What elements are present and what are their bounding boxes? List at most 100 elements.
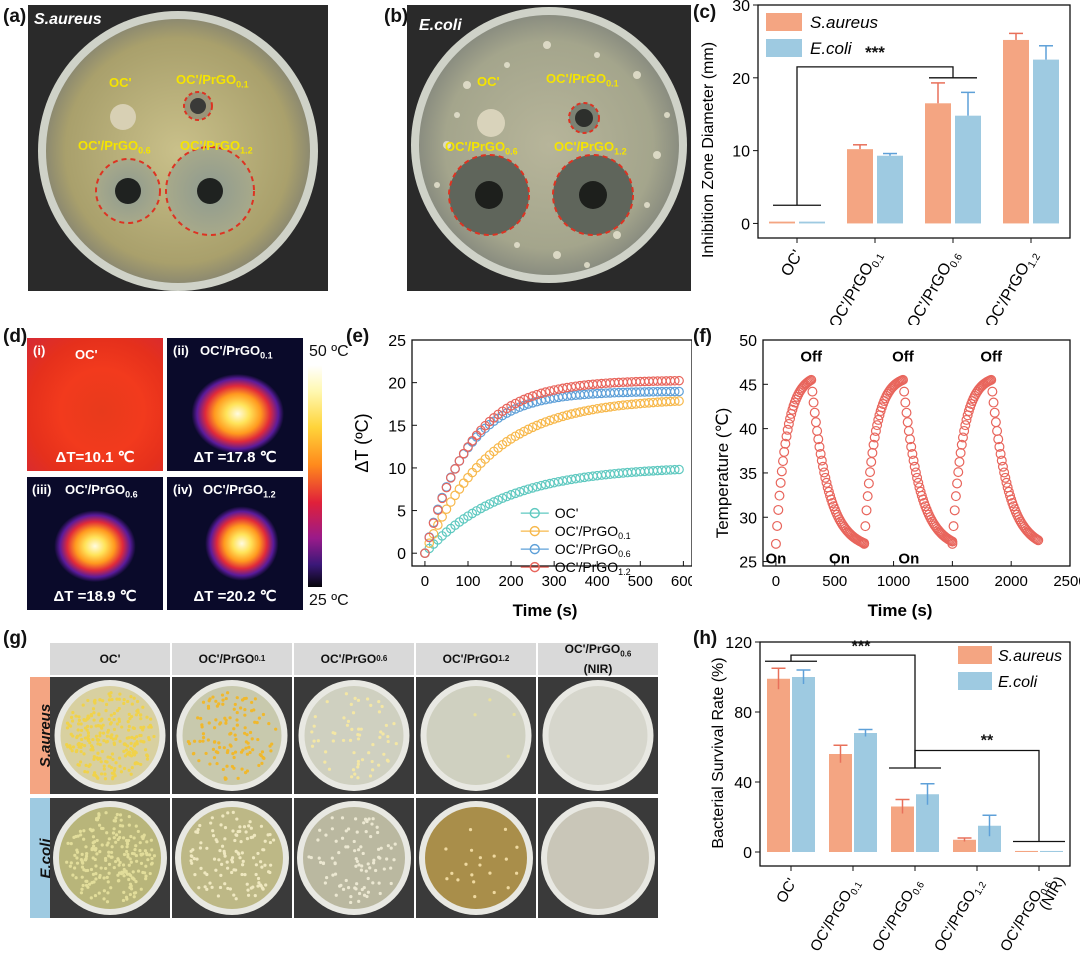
colony: [112, 741, 116, 745]
colony: [211, 747, 216, 751]
plate-0-4: [538, 677, 658, 794]
point-f: [1033, 535, 1044, 546]
colony: [80, 737, 84, 742]
point-e: [674, 386, 684, 397]
point-f: [819, 467, 830, 478]
thermal-name-ii: OC'/PrGO0.1: [200, 343, 273, 361]
colony: [223, 777, 228, 781]
colony: [331, 739, 335, 743]
colony: [145, 715, 149, 719]
colony: [189, 859, 193, 863]
point-f: [949, 505, 960, 516]
point-e: [545, 415, 555, 426]
colony: [133, 847, 137, 852]
point-f: [987, 386, 998, 397]
point-f: [913, 477, 924, 488]
colony: [349, 900, 353, 905]
plate-0-3: [416, 677, 536, 794]
colony: [325, 700, 329, 704]
colony: [92, 757, 96, 761]
colony: [231, 810, 235, 814]
colony: [253, 720, 257, 724]
colony: [357, 727, 361, 731]
colony: [367, 751, 371, 755]
colony: [105, 843, 109, 847]
colony: [114, 833, 119, 837]
colony: [117, 879, 121, 883]
colony: [141, 705, 145, 709]
colony: [94, 864, 98, 868]
colony: [131, 876, 135, 880]
bar-h-S.aureus-1: [829, 754, 852, 852]
point-e: [527, 422, 538, 433]
colony: [124, 838, 129, 843]
colony: [83, 736, 88, 740]
colony: [100, 726, 104, 730]
colony: [218, 745, 222, 749]
colony: [339, 883, 343, 887]
colony: [128, 717, 132, 721]
colony: [117, 863, 121, 867]
colony: [364, 830, 368, 834]
colony: [141, 740, 145, 744]
colony: [130, 735, 134, 739]
point-f: [950, 491, 961, 502]
colony: [205, 846, 209, 850]
thermal-dt-i: ΔT=10.1 ℃: [55, 449, 135, 466]
colony: [111, 757, 115, 762]
colony: [236, 776, 240, 780]
x-tick-label: 2000: [995, 573, 1028, 590]
colony: [219, 873, 223, 877]
colony: [327, 767, 332, 771]
y-tick-label: 20: [732, 71, 750, 88]
point-f: [813, 434, 824, 445]
colony: [130, 851, 135, 856]
colony: [81, 883, 85, 888]
colony: [136, 829, 140, 834]
point-e: [510, 488, 521, 499]
colony: [79, 728, 84, 733]
panel-label-g: (g): [3, 628, 28, 649]
colony: [232, 727, 236, 731]
colony: [79, 891, 84, 895]
plate-agar: [182, 686, 282, 785]
point-f: [777, 456, 788, 467]
colony: [257, 763, 261, 768]
colony: [212, 740, 217, 744]
bar-c-S.aureus-3: [1003, 39, 1029, 224]
point-f: [960, 420, 971, 431]
colony: [223, 837, 227, 841]
point-f: [862, 491, 873, 502]
colony: [92, 773, 96, 777]
colony: [219, 823, 223, 827]
colony: [92, 880, 96, 884]
colony: [110, 733, 114, 737]
colony: [445, 877, 449, 881]
colony: [135, 739, 139, 744]
colony: [394, 742, 398, 746]
colony: [126, 699, 130, 704]
colony: [249, 826, 253, 830]
point-f: [869, 432, 880, 443]
colony: [232, 893, 236, 897]
colony: [115, 722, 119, 726]
colony: [144, 864, 148, 868]
colony: [84, 845, 88, 849]
colony: [79, 722, 83, 726]
colony: [234, 897, 238, 901]
colony: [364, 869, 368, 873]
colony: [366, 862, 370, 866]
colony: [129, 695, 133, 699]
colony: [139, 887, 143, 891]
colony: [313, 715, 317, 719]
bar-h-S.aureus-0: [767, 678, 790, 852]
colony: [235, 710, 239, 715]
colony: [228, 887, 233, 891]
point-e: [553, 412, 564, 423]
bar-c-S.aureus-2: [925, 103, 951, 224]
point-e: [669, 396, 680, 407]
colony: [218, 885, 223, 890]
point-f: [986, 374, 997, 385]
petri-photo-ecoli: E.coli OC' OC'/PrGO0.1 OC'/PrGO0.6 OC'/P…: [407, 5, 691, 291]
colony: [92, 718, 96, 722]
